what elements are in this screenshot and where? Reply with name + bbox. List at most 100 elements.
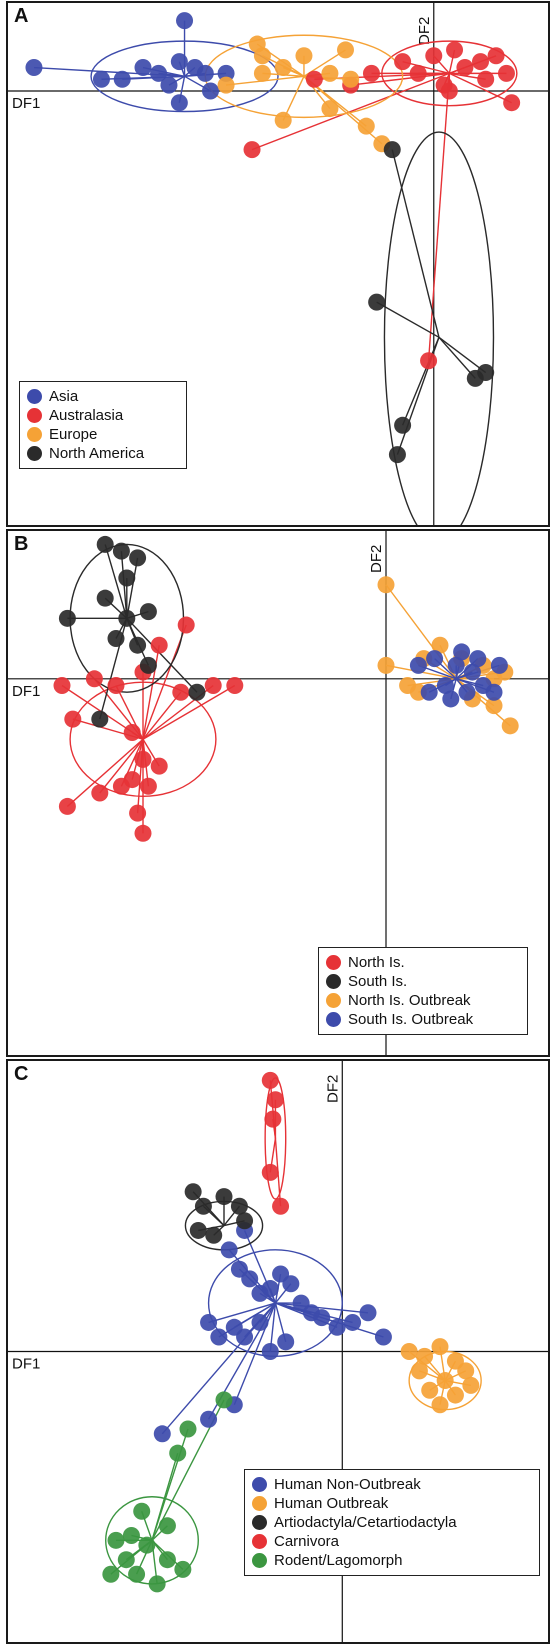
- legend-item: South Is. Outbreak: [326, 1010, 520, 1029]
- data-point: [58, 797, 76, 815]
- data-point: [170, 53, 188, 71]
- data-point: [85, 670, 103, 688]
- data-point: [184, 1183, 202, 1201]
- legend-item: North America: [27, 444, 179, 463]
- centroid-link: [104, 544, 128, 619]
- legend-label: South Is.: [348, 973, 408, 990]
- data-point: [215, 1391, 233, 1409]
- data-point: [138, 1536, 156, 1554]
- panel-a: DF1 DF2 A Asia Australasia Europe North Amer…: [6, 1, 550, 527]
- data-point: [457, 1362, 475, 1380]
- panel-c: DF1 DF2 C Human Non-Outbreak Human Outbrea…: [6, 1059, 550, 1644]
- data-point: [472, 53, 489, 71]
- data-point: [261, 1280, 279, 1298]
- data-point: [410, 1362, 428, 1380]
- centroid-link: [391, 149, 440, 338]
- centroid-link: [401, 337, 440, 426]
- legend-label: Australasia: [49, 407, 124, 424]
- legend-item: Carnivora: [252, 1532, 532, 1551]
- data-point: [383, 141, 401, 159]
- data-point: [357, 117, 375, 135]
- data-point: [202, 82, 219, 100]
- legend-swatch: [252, 1515, 267, 1530]
- data-point: [174, 1560, 192, 1578]
- data-point: [469, 650, 487, 668]
- legend-swatch: [27, 446, 42, 461]
- data-point: [91, 784, 109, 802]
- data-point: [205, 1226, 223, 1244]
- data-point: [194, 1197, 212, 1215]
- data-point: [447, 656, 465, 674]
- data-point: [204, 677, 222, 695]
- data-point: [420, 683, 438, 701]
- legend-label: Human Non-Outbreak: [274, 1476, 421, 1493]
- panel-letter: C: [14, 1063, 29, 1085]
- legend-swatch: [252, 1553, 267, 1568]
- data-point: [226, 677, 244, 695]
- data-point: [458, 683, 476, 701]
- legend-item: Australasia: [27, 406, 179, 425]
- legend-swatch: [326, 1012, 341, 1027]
- data-point: [377, 656, 395, 674]
- centroid-link: [350, 72, 450, 86]
- centroid-link: [126, 557, 139, 619]
- centroid-link: [66, 738, 144, 807]
- data-point: [134, 824, 152, 842]
- data-point: [179, 1420, 197, 1438]
- data-point: [342, 70, 360, 88]
- data-point: [241, 1270, 259, 1288]
- data-point: [177, 616, 195, 634]
- legend-label: North Is.: [348, 954, 405, 971]
- data-point: [274, 59, 292, 77]
- data-point: [220, 1241, 238, 1259]
- data-point: [129, 549, 147, 567]
- centroid-link: [208, 1302, 276, 1324]
- data-point: [91, 710, 109, 728]
- data-point: [113, 70, 131, 88]
- data-point: [453, 643, 471, 661]
- legend-item: North Is. Outbreak: [326, 991, 520, 1010]
- data-point: [129, 636, 147, 654]
- legend-label: South Is. Outbreak: [348, 1011, 474, 1028]
- data-point: [158, 1551, 176, 1569]
- data-point: [388, 446, 406, 464]
- legend-swatch: [27, 427, 42, 442]
- data-point: [446, 1386, 464, 1404]
- data-point: [225, 1318, 243, 1336]
- legend-c: Human Non-Outbreak Human Outbreak Artiodac…: [244, 1469, 540, 1576]
- data-point: [150, 636, 168, 654]
- data-point: [321, 100, 339, 118]
- legend-swatch: [27, 408, 42, 423]
- data-point: [58, 609, 76, 627]
- data-point: [230, 1197, 248, 1215]
- x-axis-label: DF1: [12, 1356, 40, 1373]
- legend-swatch: [326, 955, 341, 970]
- data-point: [377, 576, 395, 594]
- data-point: [431, 1396, 449, 1414]
- data-point: [264, 1110, 282, 1128]
- centroid-link: [275, 1302, 369, 1314]
- legend-label: Rodent/Lagomorph: [274, 1552, 403, 1569]
- data-point: [362, 64, 380, 82]
- data-point: [196, 64, 214, 82]
- data-point: [426, 650, 444, 668]
- legend-item: Artiodactyla/Cetartiodactyla: [252, 1513, 532, 1532]
- legend-label: North America: [49, 445, 145, 462]
- centroid-link: [142, 624, 187, 740]
- data-point: [123, 724, 141, 742]
- data-point: [148, 1575, 166, 1593]
- legend-item: Asia: [27, 387, 179, 406]
- data-point: [133, 1502, 151, 1520]
- data-point: [368, 293, 386, 311]
- centroid-link: [449, 72, 512, 104]
- data-point: [251, 1313, 269, 1331]
- data-point: [436, 1372, 454, 1390]
- data-point: [462, 1376, 480, 1394]
- data-point: [139, 603, 157, 621]
- legend-swatch: [252, 1534, 267, 1549]
- legend-b: North Is. South Is. North Is. Outbreak Sout…: [318, 947, 528, 1035]
- data-point: [112, 777, 130, 795]
- legend-label: Carnivora: [274, 1533, 340, 1550]
- data-point: [217, 76, 235, 94]
- centroid-link: [142, 691, 182, 740]
